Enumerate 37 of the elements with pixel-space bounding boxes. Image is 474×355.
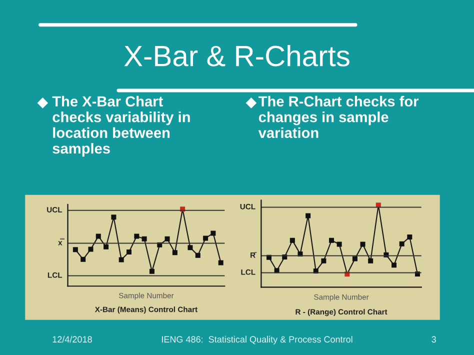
point [368, 258, 374, 264]
point [329, 238, 334, 243]
point [360, 242, 366, 247]
point [321, 258, 326, 264]
point [72, 247, 78, 252]
text: 12/4/2018 [52, 336, 92, 343]
point [149, 268, 154, 274]
point [188, 245, 193, 250]
point [274, 268, 280, 274]
text: The X-Bar Chart checks variability in location between samples [52, 96, 190, 157]
point [111, 214, 116, 220]
point [306, 213, 311, 218]
point [376, 202, 381, 208]
point [96, 234, 101, 239]
text: The R-Chart checks for changes in sample variation [258, 96, 419, 138]
point [80, 256, 86, 262]
point [203, 236, 208, 241]
point [126, 250, 132, 255]
point [142, 236, 147, 242]
point [399, 241, 404, 246]
point [88, 246, 94, 252]
point [407, 234, 412, 240]
point [290, 238, 295, 243]
point [172, 250, 178, 256]
point [210, 230, 216, 236]
point [118, 257, 124, 262]
text: 3 [432, 336, 436, 343]
point [336, 242, 342, 247]
point [164, 236, 170, 242]
point [352, 256, 358, 262]
text: X-Bar & R-Charts [124, 44, 350, 66]
point [218, 260, 224, 266]
point [134, 234, 140, 239]
text: IENG 486: Statistical Quality & Process Control [162, 336, 352, 344]
point [392, 262, 397, 268]
point [195, 252, 200, 258]
point [104, 244, 109, 250]
